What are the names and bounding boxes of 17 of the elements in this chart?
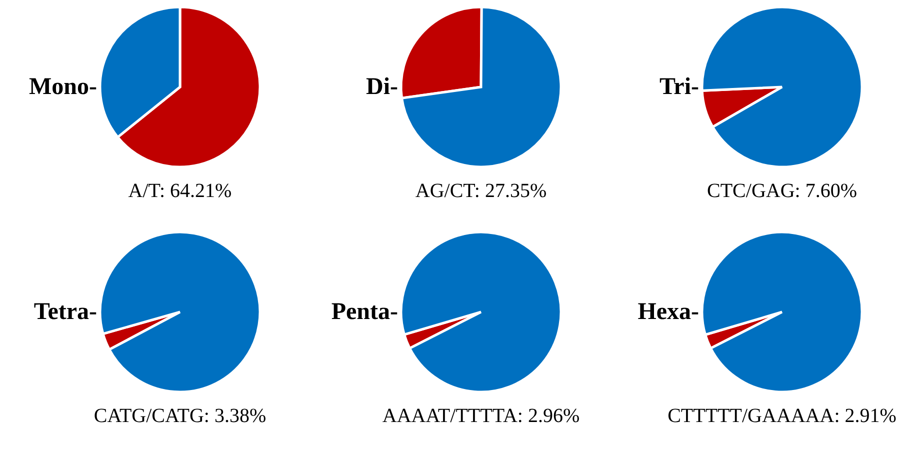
text: AAAAT/TTTTA: 2.96% <box>382 405 580 427</box>
pie-slice <box>700 230 864 394</box>
text: Mono- <box>29 74 97 100</box>
text: Penta- <box>331 299 398 325</box>
text: CTTTTT/GAAAAA: 2.91% <box>668 405 896 427</box>
pie-slice <box>98 230 262 394</box>
pie-slice <box>400 230 562 394</box>
pie-slice <box>700 6 864 168</box>
text: Di- <box>366 74 398 100</box>
text: CTC/GAG: 7.60% <box>707 180 857 202</box>
pie-slice <box>400 6 562 168</box>
text: A/T: 64.21% <box>128 180 232 202</box>
text: Hexa- <box>638 299 700 325</box>
text: Tri- <box>659 74 699 100</box>
text: Tetra- <box>34 299 98 325</box>
text: CATG/CATG: 3.38% <box>94 405 266 427</box>
text: AG/CT: 27.35% <box>415 180 547 202</box>
